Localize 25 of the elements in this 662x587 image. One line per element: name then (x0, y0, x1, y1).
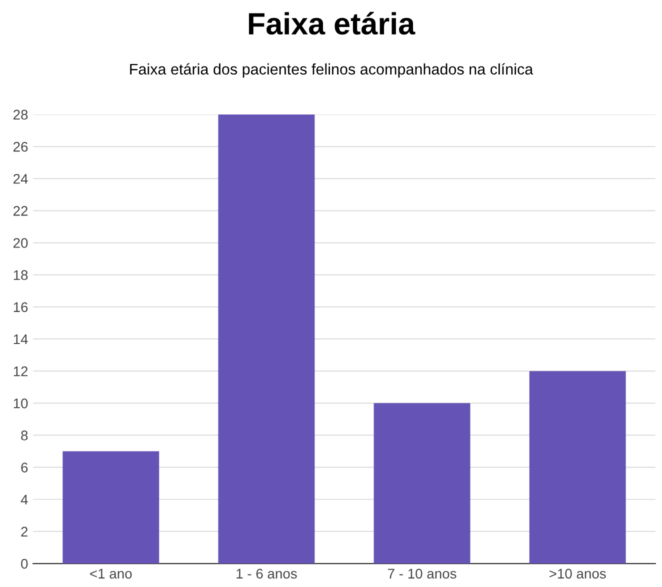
y-tick-label: 12 (14, 366, 28, 376)
x-tick-label: 7 - 10 anos (388, 568, 456, 579)
bar (529, 371, 626, 564)
y-tick-label: 22 (13, 206, 28, 216)
x-tick-label: 1 - 6 anos (236, 568, 297, 579)
y-tick-label: 8 (21, 430, 28, 440)
y-tick-label: 0 (21, 558, 28, 569)
bar (374, 403, 470, 564)
y-tick-label: 14 (14, 334, 28, 344)
bar (62, 451, 160, 564)
chart-subtitle: Faixa etária dos pacientes felinos acompanhados na clínica (130, 63, 534, 78)
bar (218, 114, 315, 564)
x-tick-label: >10 anos (550, 568, 606, 579)
y-tick-label: 28 (13, 110, 28, 120)
chart-title: Faixa etária (248, 12, 416, 35)
y-tick-label: 16 (14, 302, 28, 312)
y-tick-label: 6 (21, 462, 28, 472)
y-tick-label: 10 (14, 398, 28, 408)
y-tick-label: 2 (21, 526, 28, 536)
y-tick-label: 4 (20, 494, 28, 504)
y-tick-label: 18 (14, 270, 28, 280)
y-tick-label: 20 (13, 238, 28, 248)
y-tick-label: 26 (13, 142, 28, 152)
x-tick-label: <1 ano (90, 568, 132, 579)
y-tick-label: 24 (13, 174, 28, 184)
